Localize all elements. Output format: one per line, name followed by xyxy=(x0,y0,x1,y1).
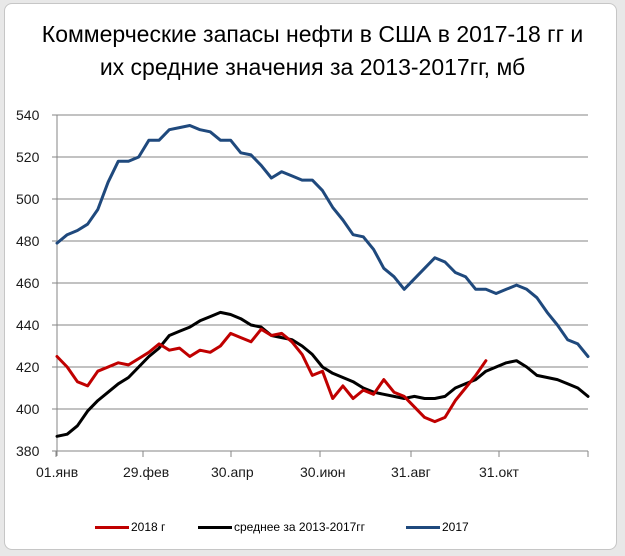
y-tick-label: 380 xyxy=(16,443,40,459)
x-tick-label: 01.янв xyxy=(36,464,78,480)
legend-item-2017: 2017 xyxy=(406,520,469,534)
legend-label-2018: 2018 г xyxy=(131,520,166,534)
y-tick-label: 520 xyxy=(16,149,40,165)
x-tick-label: 31.авг xyxy=(391,464,431,480)
legend-item-average: среднее за 2013-2017гг xyxy=(198,520,365,534)
y-tick-label: 540 xyxy=(16,107,40,123)
series-lines xyxy=(55,124,590,438)
legend-item-2018: 2018 г xyxy=(95,520,165,534)
series-line-2 xyxy=(55,124,590,358)
y-tick-label: 500 xyxy=(16,191,40,207)
y-tick-label: 420 xyxy=(16,359,40,375)
series-line-1 xyxy=(55,310,590,438)
legend-swatch-average xyxy=(198,525,232,529)
gridlines xyxy=(52,114,588,452)
legend-label-average: среднее за 2013-2017гг xyxy=(234,520,366,534)
chart-title-line-2: их средние значения за 2013-2017гг, мб xyxy=(99,54,526,80)
x-tick-label: 30.апр xyxy=(211,464,254,480)
y-tick-label: 440 xyxy=(16,317,40,333)
legend-swatch-2018 xyxy=(95,525,129,529)
y-axis: 380 400 420 440 460 480 500 520 540 xyxy=(16,107,58,459)
legend-label-2017: 2017 xyxy=(442,520,469,534)
y-tick-label: 460 xyxy=(16,275,40,291)
x-axis: 01.янв 29.фев 30.апр 30.июн 31.авг 31.окт xyxy=(36,451,589,480)
x-tick-label: 29.фев xyxy=(123,464,169,480)
y-tick-label: 400 xyxy=(16,401,40,417)
chart-title: Коммерческие запасы нефти в США в 2017-1… xyxy=(0,18,625,84)
legend-swatch-2017 xyxy=(406,525,440,529)
chart-title-line-1: Коммерческие запасы нефти в США в 2017-1… xyxy=(41,21,584,47)
x-tick-label: 30.июн xyxy=(300,464,346,480)
chart-area xyxy=(4,3,617,550)
x-tick-label: 31.окт xyxy=(479,464,520,480)
y-tick-label: 480 xyxy=(16,233,40,249)
series-line-0 xyxy=(55,327,488,424)
legend: 2018 г среднее за 2013-2017гг 2017 xyxy=(0,520,625,540)
